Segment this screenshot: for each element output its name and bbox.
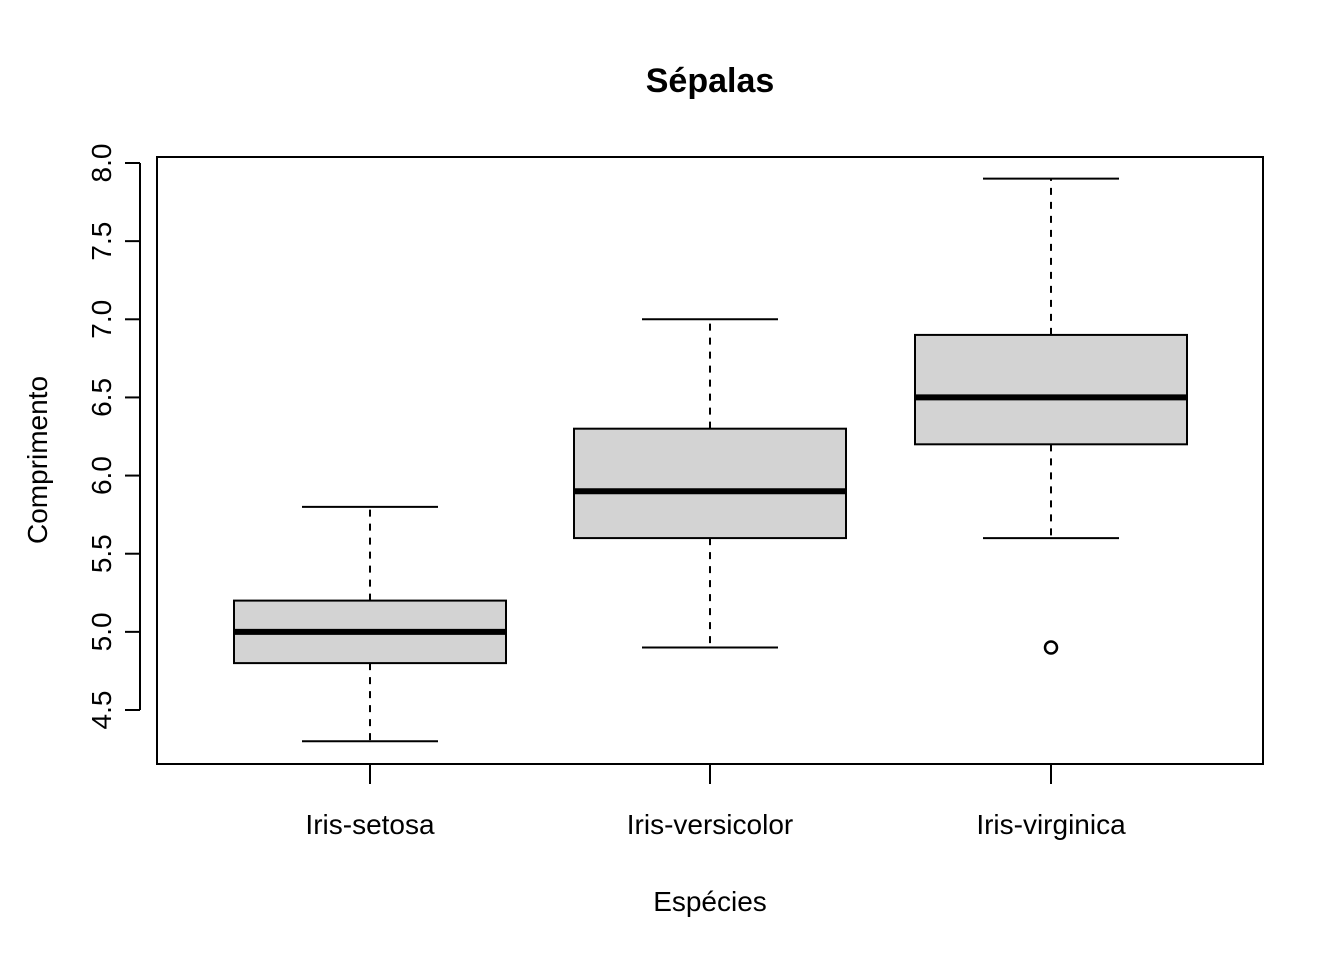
box-iris-versicolor <box>573 318 847 649</box>
box-series <box>233 177 1188 743</box>
x-tick-label: Iris-versicolor <box>627 809 793 840</box>
iqr-box <box>914 333 1188 446</box>
box-iris-virginica <box>914 177 1188 655</box>
y-axis-label: Comprimento <box>22 376 53 544</box>
outlier-point <box>1043 640 1059 655</box>
x-tick-label: Iris-setosa <box>305 809 435 840</box>
y-tick-label: 8.0 <box>86 144 117 183</box>
chart-title: Sépalas <box>646 62 775 100</box>
y-tick-label: 6.5 <box>86 378 117 417</box>
x-axis-label: Espécies <box>653 886 767 917</box>
y-tick-label: 7.0 <box>86 300 117 339</box>
x-tick-label: Iris-virginica <box>976 809 1126 840</box>
y-axis: 4.5 5.0 5.5 6.0 6.5 7.0 7.5 8.0 <box>86 144 141 730</box>
iqr-box <box>573 427 847 540</box>
box-iris-setosa <box>233 505 507 743</box>
x-axis: Iris-setosa Iris-versicolor Iris-virginica <box>305 764 1126 840</box>
y-tick-label: 7.5 <box>86 222 117 261</box>
y-tick-label: 5.0 <box>86 612 117 651</box>
y-tick-label: 6.0 <box>86 456 117 495</box>
y-tick-label: 5.5 <box>86 534 117 573</box>
y-tick-label: 4.5 <box>86 691 117 730</box>
